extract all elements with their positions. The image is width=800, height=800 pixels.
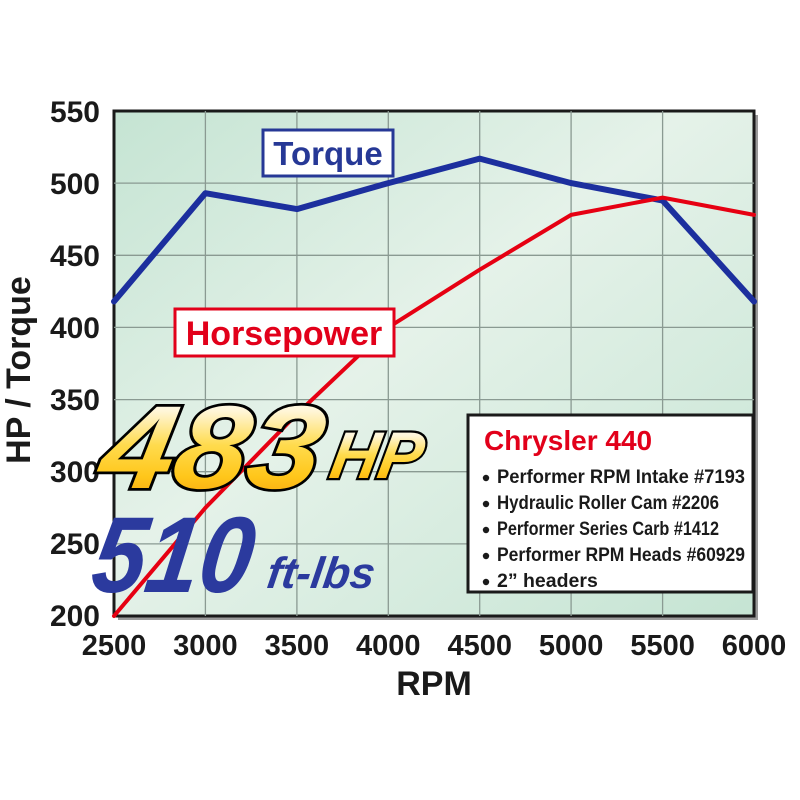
svg-text:300: 300 [50,456,100,489]
svg-text:4000: 4000 [356,630,421,662]
svg-text:550: 550 [50,96,100,129]
svg-text:HP / Torque: HP / Torque [0,276,38,464]
svg-text:500: 500 [50,168,100,201]
svg-text:Chrysler 440: Chrysler 440 [484,425,652,456]
svg-text:5000: 5000 [539,630,604,662]
svg-text:510: 510 [86,494,263,614]
svg-text:3000: 3000 [173,630,238,662]
svg-text:5500: 5500 [630,630,695,662]
svg-text:250: 250 [50,528,100,561]
svg-text:Torque: Torque [273,135,382,172]
svg-text:Performer RPM Heads #60929: Performer RPM Heads #60929 [497,544,745,566]
svg-text:350: 350 [50,384,100,417]
svg-text:HP: HP [325,419,430,492]
svg-text:400: 400 [50,312,100,345]
svg-text:2500: 2500 [82,630,147,662]
svg-text:3500: 3500 [265,630,330,662]
svg-text:Performer Series Carb #1412: Performer Series Carb #1412 [497,518,719,540]
svg-text:RPM: RPM [396,665,472,703]
svg-text:4500: 4500 [447,630,512,662]
svg-text:6000: 6000 [722,630,787,662]
svg-text:Performer RPM Intake #7193: Performer RPM Intake #7193 [497,466,745,488]
svg-text:Horsepower: Horsepower [186,315,383,353]
svg-text:450: 450 [50,240,100,273]
svg-text:Hydraulic Roller Cam #2206: Hydraulic Roller Cam #2206 [497,492,719,514]
svg-text:ft-lbs: ft-lbs [264,549,378,598]
svg-text:2” headers: 2” headers [497,570,598,592]
